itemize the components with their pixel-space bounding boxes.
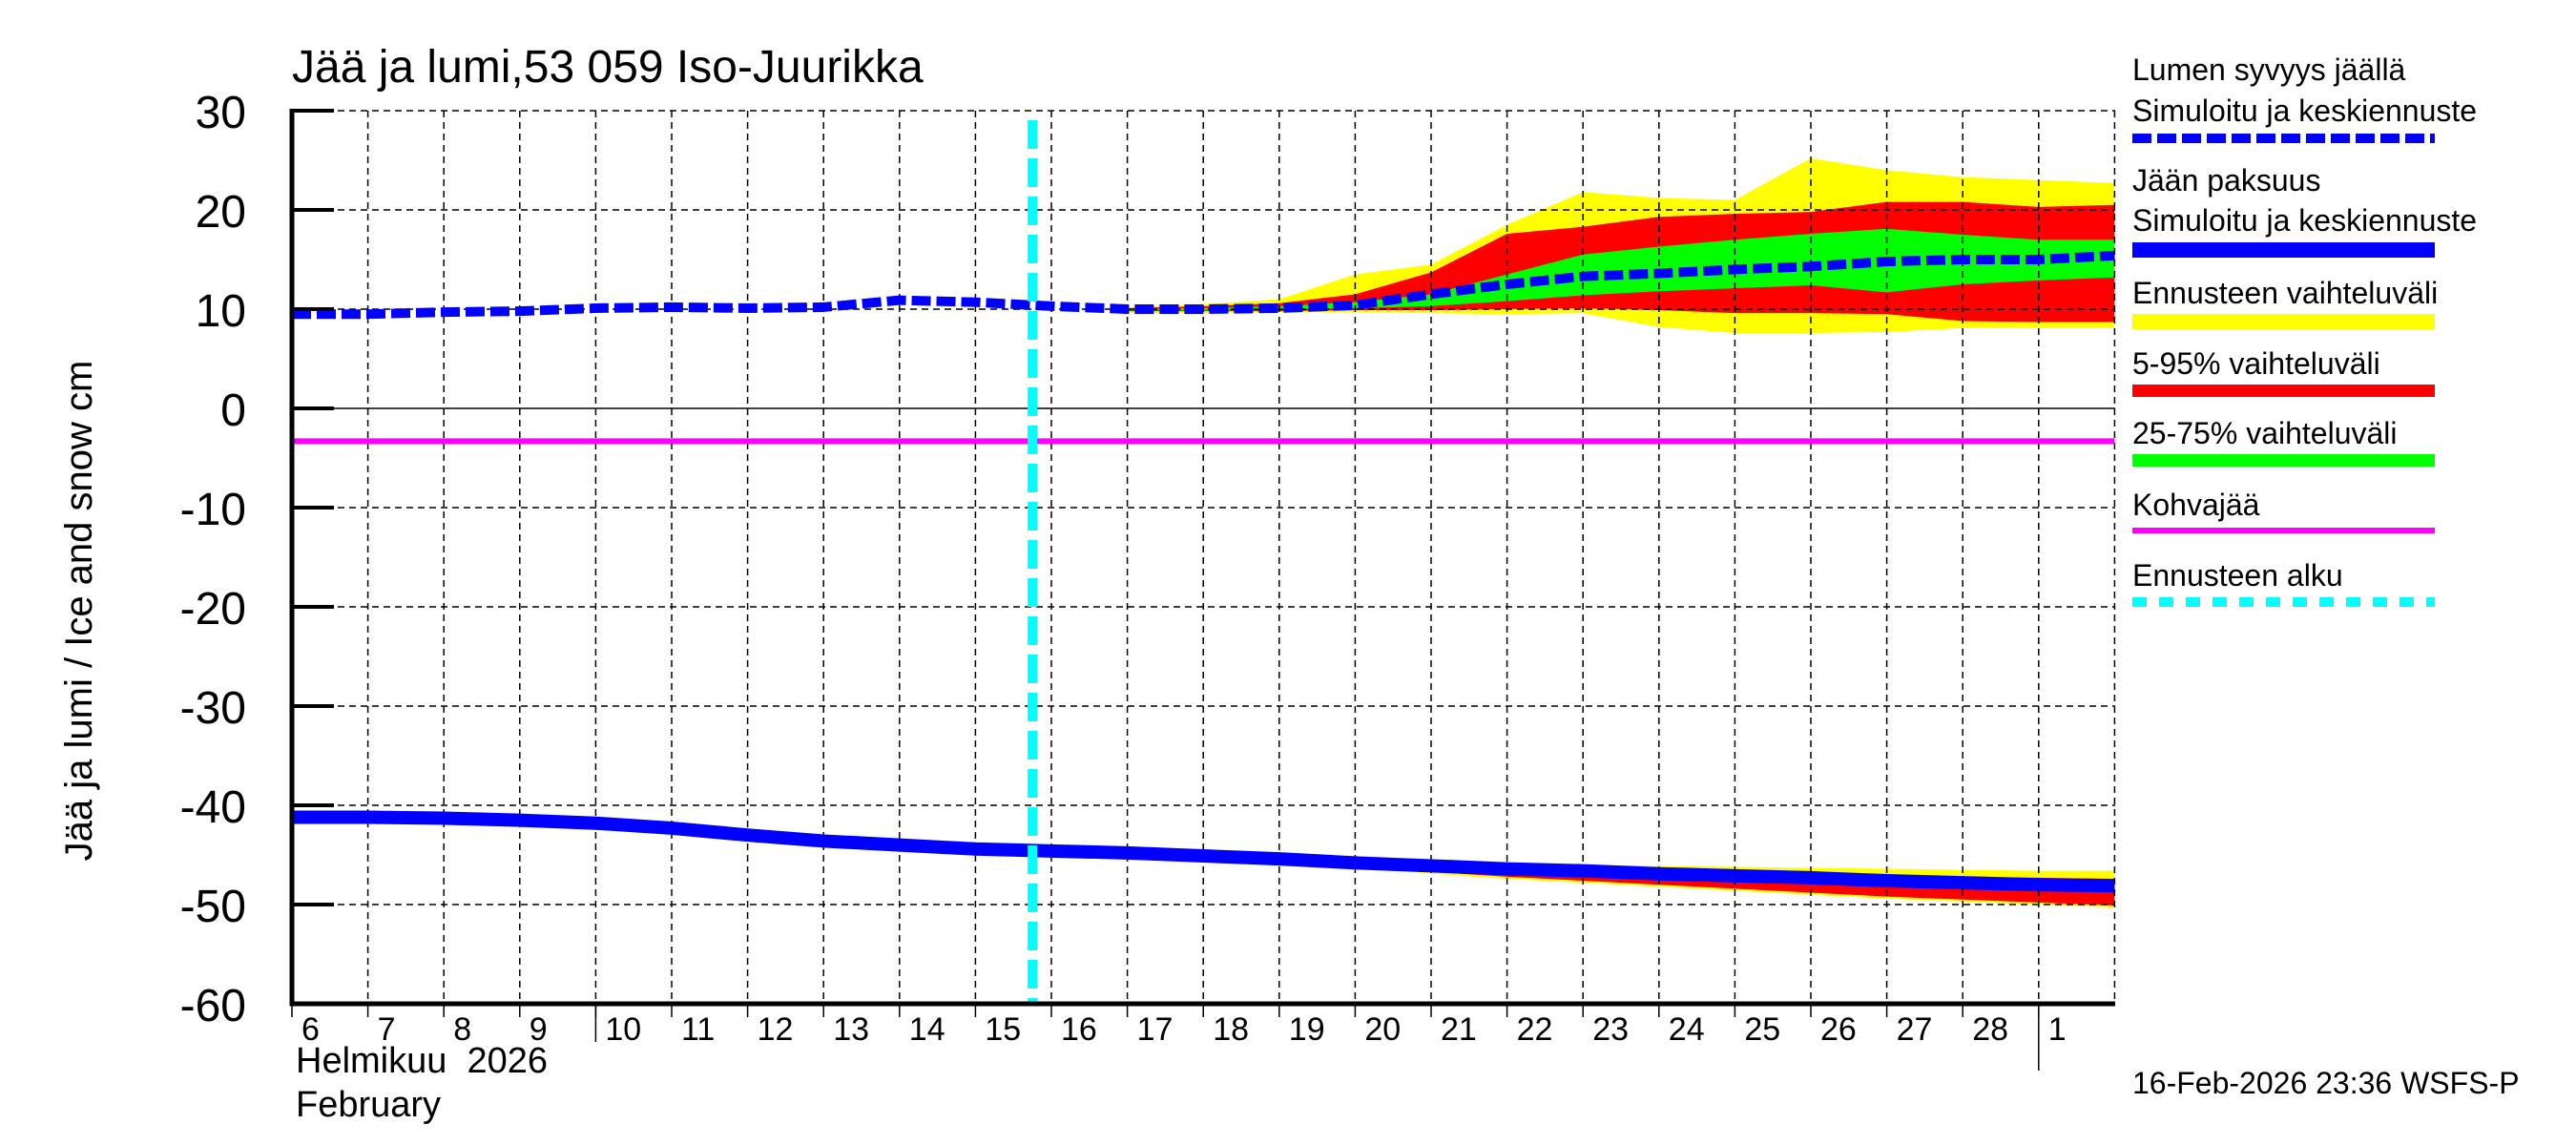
y-axis-label: Jää ja lumi / Ice and snow cm — [58, 361, 100, 862]
legend-range-5-95-swatch — [2132, 385, 2435, 397]
x-tick-label: 14 — [909, 1011, 945, 1048]
x-tick-label: 23 — [1592, 1011, 1629, 1048]
y-tick-label: -60 — [180, 981, 246, 1031]
x-tick-label: 13 — [833, 1011, 869, 1048]
y-tick-label: -20 — [180, 584, 246, 635]
legend-slush: Kohvajää — [2132, 488, 2260, 522]
legend-range-5-95: 5-95% vaihteluväli — [2132, 346, 2380, 381]
y-tick-label: 0 — [220, 385, 246, 436]
x-tick-label: 20 — [1364, 1011, 1401, 1048]
timestamp: 16-Feb-2026 23:36 WSFS-P — [2132, 1066, 2520, 1100]
legend: Lumen syvyys jäällä Simuloitu ja keskien… — [2132, 52, 2477, 607]
legend-range-all-swatch — [2132, 314, 2435, 329]
x-tick-label: 15 — [985, 1011, 1021, 1048]
month-label-en: February — [296, 1085, 441, 1125]
snow-depth-line — [292, 250, 2115, 320]
x-tick-label: 7 — [378, 1011, 396, 1048]
x-tick-label: 25 — [1744, 1011, 1780, 1048]
snow-band-25-75 — [1127, 228, 2115, 311]
y-tick-label: -10 — [180, 485, 246, 535]
x-tick-label: 9 — [530, 1011, 548, 1048]
legend-slush-swatch — [2132, 528, 2435, 533]
legend-range-all: Ennusteen vaihteluväli — [2132, 276, 2438, 310]
y-tick-label: -40 — [180, 782, 246, 833]
y-tick-label: -50 — [180, 882, 246, 932]
x-tick-label: 17 — [1137, 1011, 1174, 1048]
legend-ice-title: Jään paksuus — [2132, 163, 2320, 198]
x-tick-label: 1 — [2048, 1011, 2067, 1048]
x-tick-label: 16 — [1061, 1011, 1097, 1048]
legend-forecast-start: Ennusteen alku — [2132, 558, 2343, 593]
y-tick-label: -30 — [180, 683, 246, 734]
x-tick-label: 24 — [1669, 1011, 1705, 1048]
x-tick-label: 26 — [1820, 1011, 1857, 1048]
x-tick-label: 18 — [1213, 1011, 1249, 1048]
grid-lines — [292, 110, 2116, 1004]
x-tick-label: 6 — [301, 1011, 320, 1048]
y-tick-label: 30 — [196, 88, 246, 138]
x-tick-label: 19 — [1289, 1011, 1325, 1048]
y-tick-label: 10 — [196, 286, 246, 337]
x-tick-labels: 6 7 8 9 10 11 12 13 14 15 16 17 18 19 20 21 22 23 24 25 26 27… — [301, 1011, 2067, 1048]
legend-ice-sub: Simuloitu ja keskiennuste — [2132, 203, 2477, 238]
y-tick-label: 20 — [196, 187, 246, 238]
x-tick-label: 12 — [758, 1011, 794, 1048]
legend-ice-swatch — [2132, 242, 2435, 258]
x-tick-label: 11 — [681, 1011, 715, 1048]
legend-snow-sub: Simuloitu ja keskiennuste — [2132, 94, 2477, 128]
chart-title: Jää ja lumi,53 059 Iso-Juurikka — [292, 42, 924, 93]
axes — [289, 109, 2115, 1071]
x-tick-label: 22 — [1517, 1011, 1553, 1048]
x-tick-label: 8 — [453, 1011, 471, 1048]
month-label-fi: Helmikuu 2026 — [296, 1041, 548, 1081]
series-lines — [292, 120, 2115, 1004]
x-tick-label: 28 — [1972, 1011, 2008, 1048]
legend-range-25-75-swatch — [2132, 454, 2435, 467]
legend-range-25-75: 25-75% vaihteluväli — [2132, 416, 2398, 450]
legend-snow-title: Lumen syvyys jäällä — [2132, 52, 2406, 87]
x-tick-label: 27 — [1897, 1011, 1933, 1048]
x-tick-label: 10 — [605, 1011, 641, 1048]
ice-thickness-line — [292, 810, 2115, 893]
y-tick-labels: 30 20 10 0 -10 -20 -30 -40 -50 -60 — [180, 88, 246, 1031]
x-tick-label: 21 — [1441, 1011, 1477, 1048]
